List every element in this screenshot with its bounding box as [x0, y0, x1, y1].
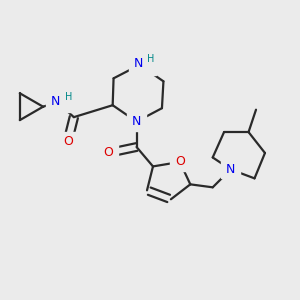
Text: N: N [51, 94, 61, 107]
Bar [58, 132, 78, 150]
Text: O: O [103, 146, 113, 160]
Text: O: O [63, 134, 73, 148]
Bar [127, 113, 146, 130]
Bar [98, 144, 118, 162]
Bar [170, 153, 190, 171]
Text: N: N [226, 163, 235, 176]
Text: N: N [132, 115, 141, 128]
Text: H: H [147, 54, 155, 64]
Text: O: O [175, 155, 185, 168]
Bar [129, 55, 156, 75]
Text: N: N [134, 57, 143, 70]
Bar [221, 160, 240, 178]
Bar [46, 92, 75, 112]
Text: H: H [65, 92, 73, 102]
